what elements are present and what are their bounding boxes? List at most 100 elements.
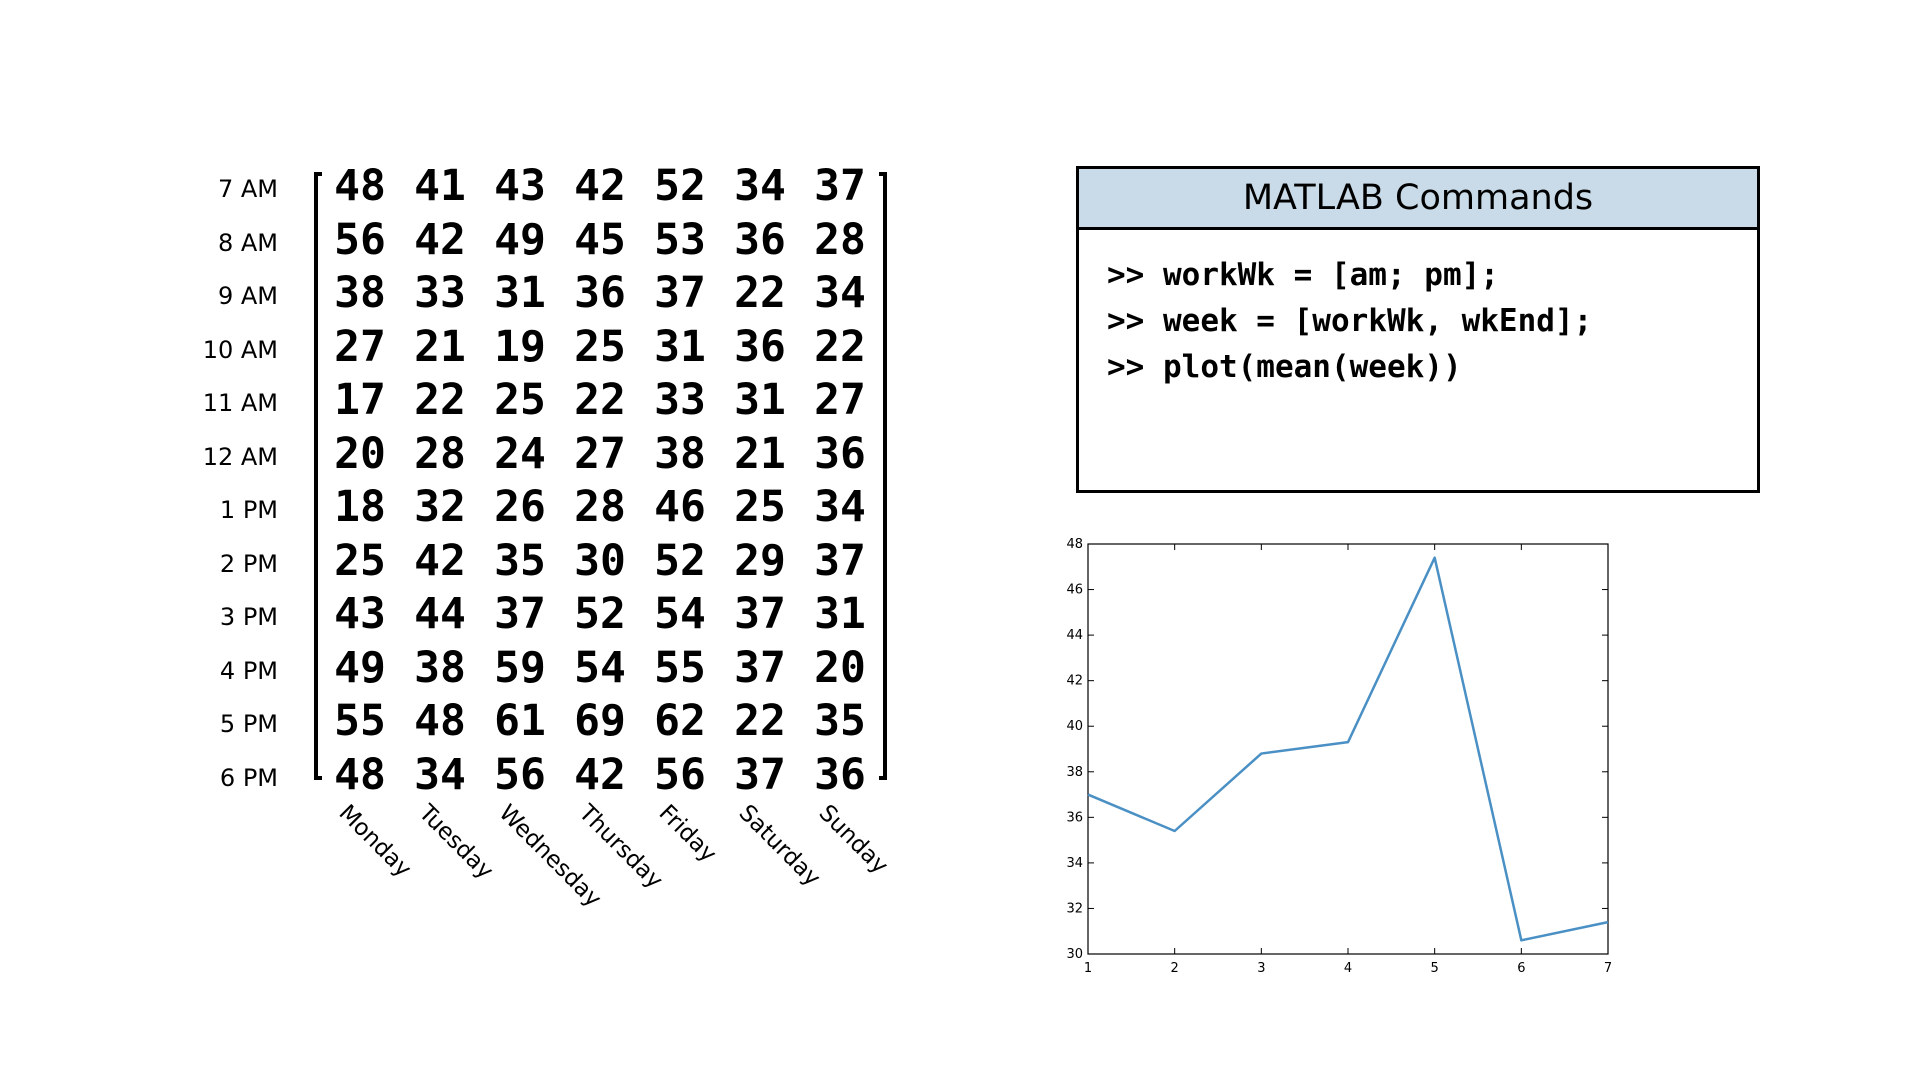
matrix-cell: 62 (654, 696, 706, 746)
command-line: >> plot(mean(week)) (1107, 349, 1462, 385)
matrix-cell: 20 (334, 428, 386, 479)
matrix-cell: 33 (414, 268, 466, 318)
matrix-cell: 38 (654, 428, 706, 479)
matrix-cell: 56 (494, 749, 546, 800)
matrix-cell: 36 (734, 214, 786, 265)
matrix-cell: 27 (334, 321, 386, 372)
row-label: 1 PM (219, 496, 278, 524)
matrix-cell: 46 (654, 482, 706, 532)
row-label: 9 AM (217, 282, 278, 310)
matrix-cell: 32 (414, 482, 466, 532)
x-tick-label: 2 (1171, 961, 1179, 976)
matrix-cell: 48 (334, 749, 386, 800)
matrix-cell: 43 (494, 161, 546, 211)
matrix-cell: 69 (574, 696, 626, 746)
x-tick-label: 5 (1431, 961, 1439, 976)
matrix-cell: 18 (334, 482, 386, 532)
matrix-cell: 33 (654, 375, 706, 425)
matrix-cell: 37 (814, 535, 866, 586)
matrix-cell: 61 (494, 696, 546, 746)
matrix-cell: 22 (414, 375, 466, 425)
matrix-left-bracket (314, 172, 322, 780)
command-line: >> week = [workWk, wkEnd]; (1107, 303, 1593, 339)
matrix-cell: 19 (494, 321, 546, 372)
row-label: 11 AM (202, 389, 278, 417)
matrix-cell: 20 (814, 642, 866, 693)
x-tick-label: 4 (1344, 961, 1352, 976)
matrix-cell: 37 (494, 589, 546, 639)
matrix-cell: 35 (814, 696, 866, 746)
commands-title: MATLAB Commands (1079, 169, 1757, 230)
matrix-cell: 42 (414, 535, 466, 586)
matrix-cell: 27 (814, 375, 866, 425)
matrix-cell: 25 (734, 482, 786, 532)
matlab-commands-panel: MATLAB Commands >> workWk = [am; pm]; >>… (1076, 166, 1760, 493)
matrix-cell: 43 (334, 589, 386, 639)
x-tick-label: 7 (1604, 961, 1612, 976)
matrix-cell: 36 (734, 321, 786, 372)
matrix-cell: 52 (574, 589, 626, 639)
matrix-cell: 36 (814, 428, 866, 479)
matrix-cell: 52 (654, 535, 706, 586)
y-tick-label: 48 (1066, 537, 1083, 552)
matrix-cell: 21 (734, 428, 786, 479)
matrix-cell: 22 (734, 696, 786, 746)
row-label: 12 AM (202, 442, 278, 471)
y-tick-label: 46 (1066, 583, 1083, 598)
matrix-right-bracket (879, 172, 887, 780)
column-label: Saturday (733, 800, 826, 892)
commands-body: >> workWk = [am; pm]; >> week = [workWk,… (1079, 230, 1757, 390)
matrix-cell: 36 (814, 749, 866, 800)
matrix-cell: 53 (654, 214, 706, 265)
matrix-cell: 55 (334, 696, 386, 746)
matrix-cell: 31 (494, 268, 546, 318)
y-tick-label: 42 (1066, 674, 1083, 689)
matrix-cell: 37 (734, 749, 786, 800)
matrix-cell: 44 (414, 589, 466, 639)
matrix-cell: 25 (334, 535, 386, 586)
plot-area (1087, 543, 1609, 955)
matrix-cell: 29 (734, 535, 786, 586)
matrix-cell: 42 (574, 161, 626, 211)
matrix-cell: 26 (494, 482, 546, 532)
matrix-cell: 41 (414, 161, 466, 211)
matrix-cell: 34 (734, 161, 786, 211)
matrix-cell: 55 (654, 642, 706, 693)
matrix-cell: 31 (654, 321, 706, 372)
column-label: Sunday (813, 800, 893, 880)
row-label: 10 AM (202, 335, 278, 364)
column-label: Friday (653, 800, 722, 868)
row-label: 4 PM (219, 656, 278, 685)
data-matrix: 7 AM 8 AM 9 AM 10 AM 11 AM 12 AM 1 PM 2 PM 3 PM 4… (202, 161, 893, 913)
matrix-cell: 48 (334, 161, 386, 211)
matrix-cell: 42 (574, 749, 626, 800)
x-tick-label: 6 (1517, 961, 1525, 976)
matrix-cell: 59 (494, 642, 546, 693)
matrix-cell: 54 (654, 589, 706, 639)
matrix-cell: 34 (814, 268, 866, 318)
y-tick-label: 36 (1066, 810, 1083, 825)
matrix-cell: 25 (574, 321, 626, 372)
matrix-cell: 34 (414, 749, 466, 800)
matrix-cell: 56 (334, 214, 386, 265)
x-tick-label: 1 (1084, 961, 1092, 976)
matrix-cell: 38 (334, 268, 386, 318)
matrix-cell: 42 (414, 214, 466, 265)
matrix-cell: 45 (574, 214, 626, 265)
matrix-cell: 37 (734, 589, 786, 639)
matrix-cell: 35 (494, 535, 546, 586)
y-tick-label: 44 (1066, 628, 1083, 643)
matrix-cell: 37 (654, 268, 706, 318)
row-label: 7 AM (217, 175, 278, 203)
matrix-cell: 52 (654, 161, 706, 211)
matrix-cell: 27 (574, 428, 626, 479)
y-tick-label: 30 (1066, 947, 1083, 962)
row-label: 5 PM (219, 710, 278, 738)
matrix-cell: 37 (814, 161, 866, 211)
column-label: Tuesday (413, 800, 499, 885)
matrix-cell: 30 (574, 535, 626, 586)
matrix-cell: 34 (814, 482, 866, 532)
matrix-cell: 31 (814, 589, 866, 639)
row-label: 2 PM (219, 549, 278, 578)
matrix-cell: 38 (414, 642, 466, 693)
